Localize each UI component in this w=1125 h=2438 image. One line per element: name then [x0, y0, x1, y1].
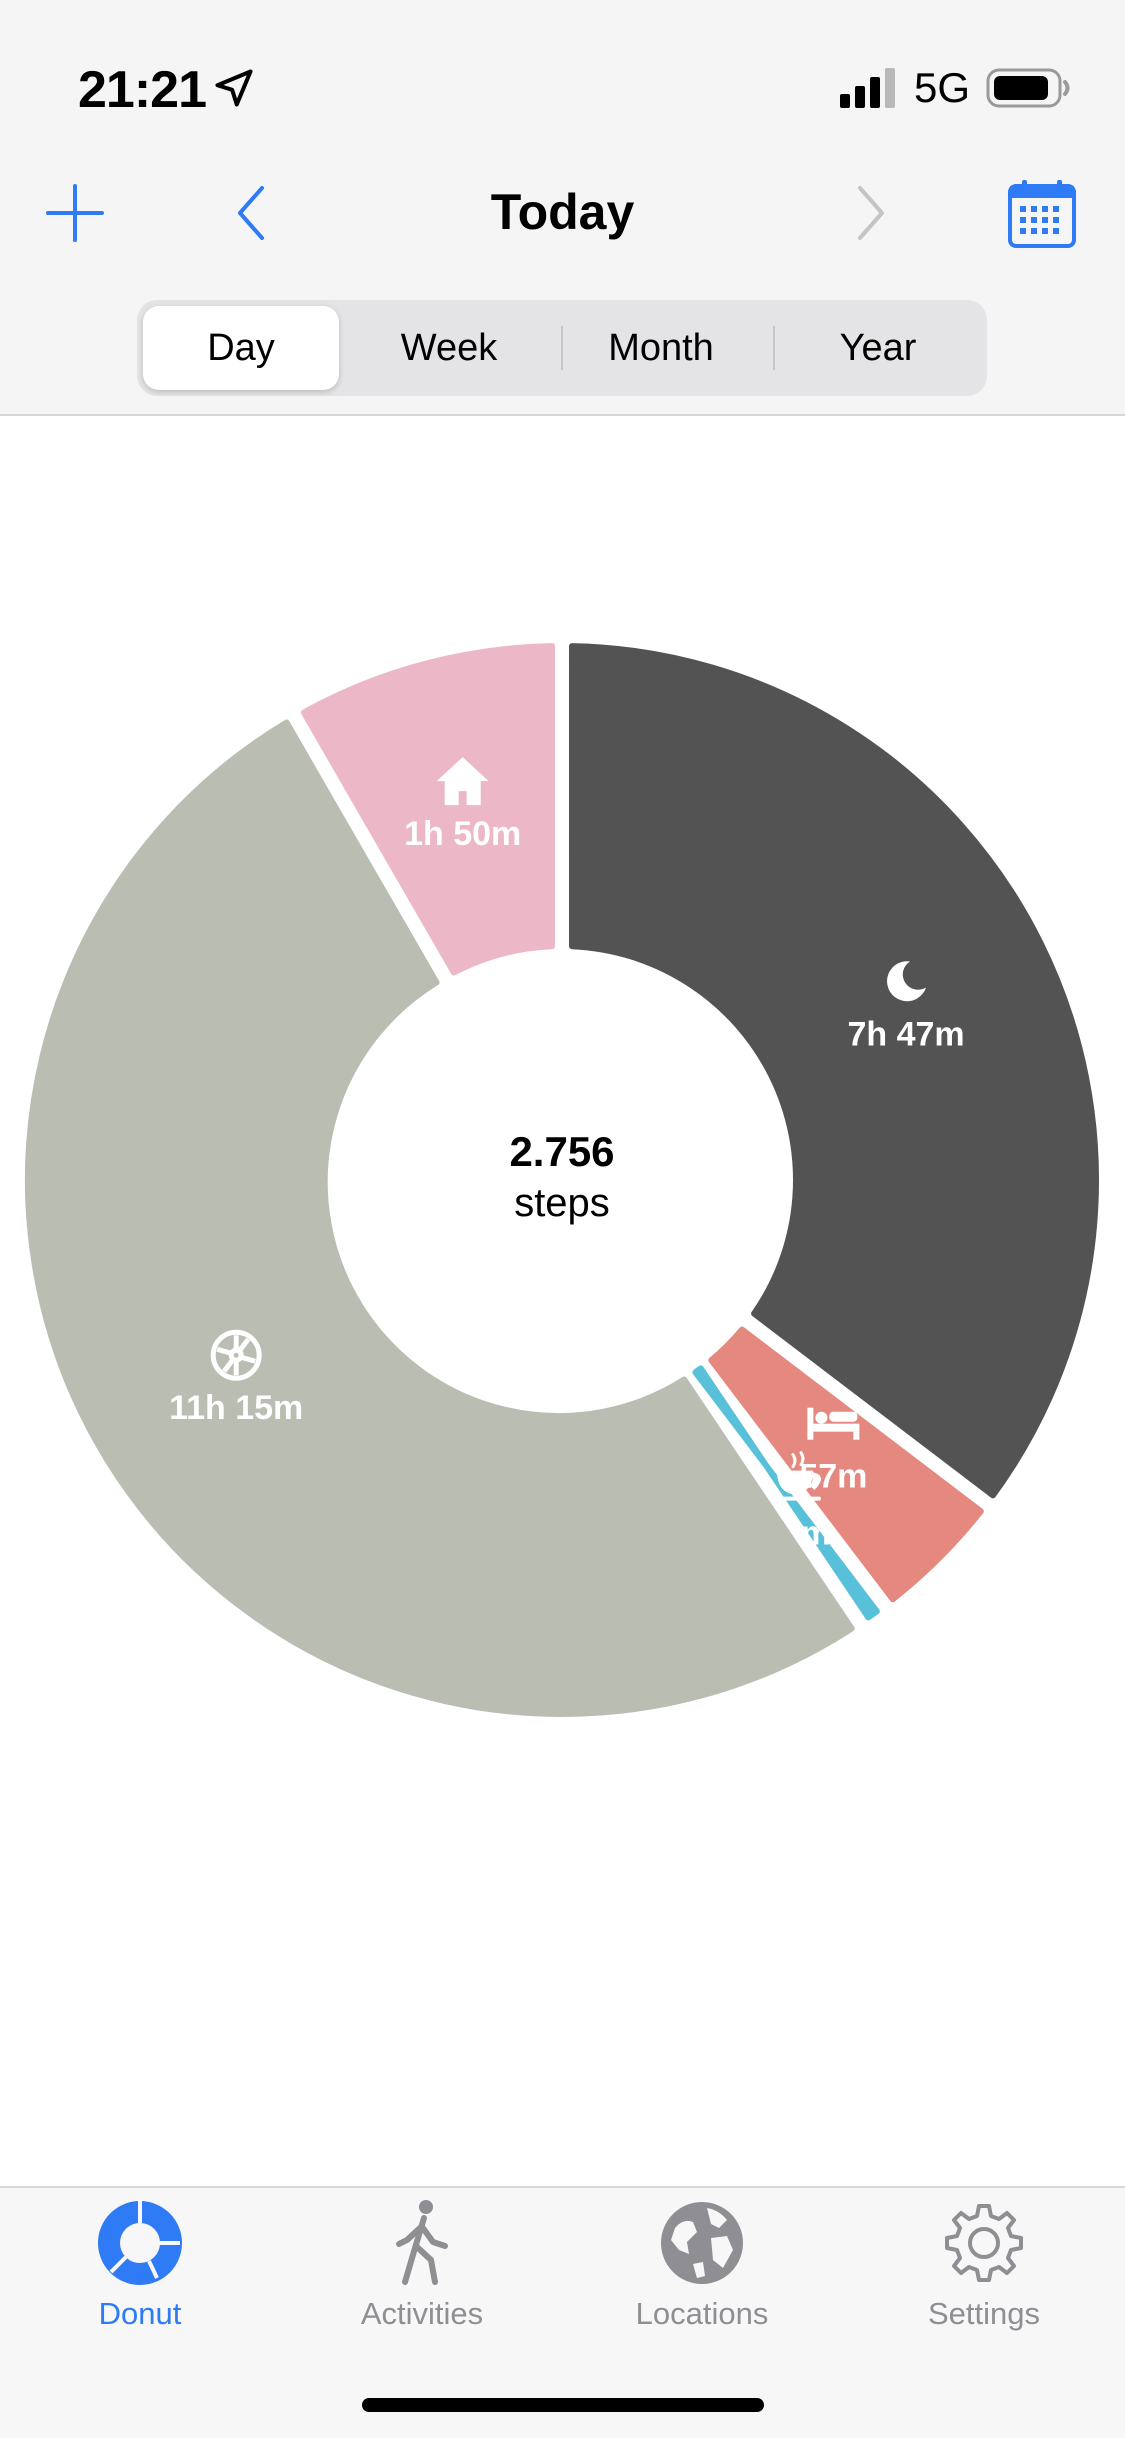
- battery-icon: [986, 68, 1070, 108]
- home-icon: [436, 757, 489, 806]
- tab-label: Locations: [635, 2296, 769, 2331]
- page-title: Today: [490, 184, 635, 240]
- steps-value: 2.756: [509, 1128, 615, 1175]
- tab-activities[interactable]: Activities: [312, 2198, 532, 2348]
- bed-icon: [807, 1407, 860, 1440]
- slice-label: 11h 15m: [169, 1389, 303, 1427]
- donut-slice[interactable]: [708, 1326, 984, 1603]
- slice-label: 7h 47m: [847, 1015, 964, 1053]
- donut-icon: [98, 2201, 182, 2285]
- tab-label: Donut: [98, 2296, 182, 2331]
- coffee-icon: [768, 1451, 821, 1501]
- wheel-icon: [210, 1329, 262, 1381]
- calendar-icon[interactable]: [1006, 178, 1078, 250]
- tab-donut[interactable]: Donut: [30, 2198, 250, 2348]
- signal-icon: [840, 68, 895, 108]
- status-time: 21:21: [78, 61, 207, 119]
- tab-settings[interactable]: Settings: [874, 2198, 1094, 2348]
- globe-icon: [661, 2202, 743, 2284]
- period-segmented-control: Day Week Month Year: [137, 300, 987, 396]
- home-indicator: [362, 2398, 764, 2412]
- segment-day[interactable]: Day: [143, 306, 339, 390]
- chevron-right-icon[interactable]: [846, 180, 896, 246]
- location-arrow-icon: [215, 69, 253, 107]
- steps-unit: steps: [514, 1181, 610, 1225]
- walking-icon: [396, 2200, 448, 2285]
- donut-slice[interactable]: [25, 719, 855, 1717]
- steps-summary: 2.756 steps: [362, 1126, 762, 1228]
- tab-label: Activities: [360, 2296, 484, 2331]
- segment-divider: [773, 326, 775, 370]
- gear-icon: [945, 2204, 1023, 2282]
- chevron-left-icon[interactable]: [226, 180, 276, 246]
- donut-slice[interactable]: [300, 643, 556, 976]
- segment-year[interactable]: Year: [839, 327, 917, 369]
- tab-label: Settings: [927, 2296, 1040, 2331]
- donut-slice[interactable]: [568, 643, 1099, 1499]
- segment-month[interactable]: Month: [608, 327, 714, 369]
- plus-icon[interactable]: [42, 180, 108, 246]
- slice-label: 1h 50m: [404, 815, 521, 853]
- moon-icon: [887, 961, 927, 1002]
- network-type: 5G: [914, 64, 971, 111]
- segment-week[interactable]: Week: [400, 327, 498, 369]
- top-header: 21:21 5G Today Day Week Mo: [0, 0, 1125, 416]
- tab-bar: Donut Activities Locations Settings: [0, 2186, 1125, 2438]
- donut-slice[interactable]: [692, 1365, 880, 1621]
- tab-locations[interactable]: Locations: [592, 2198, 812, 2348]
- segment-divider: [561, 326, 563, 370]
